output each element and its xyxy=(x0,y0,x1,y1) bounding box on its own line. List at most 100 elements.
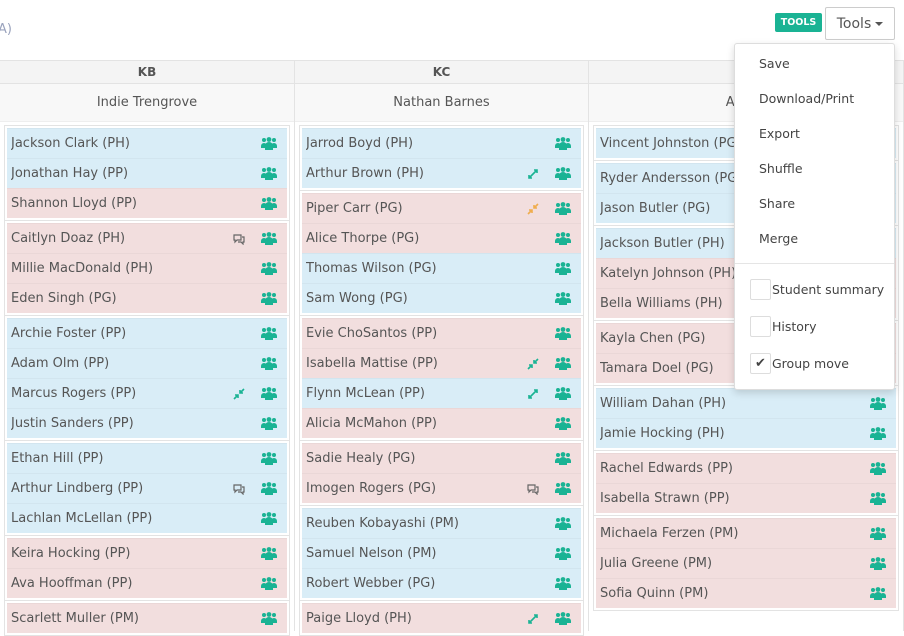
student-group[interactable]: Rachel Edwards (PP) Isabella Strawn (PP) xyxy=(593,450,899,516)
group-users-icon[interactable] xyxy=(555,137,571,151)
student-row[interactable]: Arthur Brown (PH) xyxy=(302,158,581,188)
group-users-icon[interactable] xyxy=(261,547,277,561)
menu-item-share[interactable]: Share xyxy=(759,196,796,211)
group-users-icon[interactable] xyxy=(261,612,277,626)
student-group[interactable]: Ethan Hill (PP) Arthur Lindberg (PP) Lachl… xyxy=(4,440,290,536)
group-users-icon[interactable] xyxy=(555,482,571,496)
student-row[interactable]: Samuel Nelson (PM) xyxy=(302,538,581,568)
student-row[interactable]: Arthur Lindberg (PP) xyxy=(7,473,287,503)
student-group[interactable]: Jarrod Boyd (PH) Arthur Brown (PH) xyxy=(299,125,584,191)
group-users-icon[interactable] xyxy=(555,577,571,591)
group-users-icon[interactable] xyxy=(555,327,571,341)
student-row[interactable]: Evie ChoSantos (PP) xyxy=(302,318,581,348)
student-row[interactable]: Rachel Edwards (PP) xyxy=(596,453,896,483)
student-row[interactable]: Archie Foster (PP) xyxy=(7,318,287,348)
group-users-icon[interactable] xyxy=(261,262,277,276)
group-users-icon[interactable] xyxy=(870,527,886,541)
student-row[interactable]: Reuben Kobayashi (PM) xyxy=(302,508,581,538)
group-users-icon[interactable] xyxy=(555,547,571,561)
group-users-icon[interactable] xyxy=(261,292,277,306)
student-row[interactable]: William Dahan (PH) xyxy=(596,388,896,418)
student-row[interactable]: Millie MacDonald (PH) xyxy=(7,253,287,283)
student-row[interactable]: Jarrod Boyd (PH) xyxy=(302,128,581,158)
group-users-icon[interactable] xyxy=(555,417,571,431)
student-row[interactable]: Shannon Lloyd (PP) xyxy=(7,188,287,218)
group-users-icon[interactable] xyxy=(555,292,571,306)
group-users-icon[interactable] xyxy=(555,387,571,401)
menu-item-save[interactable]: Save xyxy=(759,56,790,71)
student-row[interactable]: Sadie Healy (PG) xyxy=(302,443,581,473)
student-row[interactable]: Flynn McLean (PP) xyxy=(302,378,581,408)
comment-icon[interactable] xyxy=(231,482,247,496)
tools-dropdown-button[interactable]: Tools xyxy=(825,7,895,40)
group-users-icon[interactable] xyxy=(870,462,886,476)
comment-icon[interactable] xyxy=(231,232,247,246)
student-row[interactable]: Eden Singh (PG) xyxy=(7,283,287,313)
student-group[interactable]: Piper Carr (PG) Alice Thorpe (PG) Thomas W… xyxy=(299,190,584,316)
group-users-icon[interactable] xyxy=(555,612,571,626)
group-users-icon[interactable] xyxy=(261,512,277,526)
compress-icon[interactable] xyxy=(525,357,541,371)
student-row[interactable]: Michaela Ferzen (PM) xyxy=(596,518,896,548)
student-group[interactable]: Michaela Ferzen (PM) Julia Greene (PM) Sof… xyxy=(593,515,899,611)
compress-warning-icon[interactable] xyxy=(525,202,541,216)
group-users-icon[interactable] xyxy=(261,577,277,591)
group-users-icon[interactable] xyxy=(261,197,277,211)
student-row[interactable]: Sam Wong (PG) xyxy=(302,283,581,313)
student-group[interactable]: Evie ChoSantos (PP) Isabella Mattise (PP)… xyxy=(299,315,584,441)
menu-item-merge[interactable]: Merge xyxy=(759,231,799,246)
menu-item-shuffle[interactable]: Shuffle xyxy=(759,161,803,176)
student-row[interactable]: Julia Greene (PM) xyxy=(596,548,896,578)
student-summary-checkbox[interactable] xyxy=(750,279,771,300)
group-users-icon[interactable] xyxy=(555,357,571,371)
student-group[interactable]: Caitlyn Doaz (PH) Millie MacDonald (PH) Ed… xyxy=(4,220,290,316)
student-group[interactable]: Paige Lloyd (PH) xyxy=(299,600,584,636)
student-row[interactable]: Caitlyn Doaz (PH) xyxy=(7,223,287,253)
expand-icon[interactable] xyxy=(525,387,541,401)
student-row[interactable]: Alice Thorpe (PG) xyxy=(302,223,581,253)
history-checkbox[interactable] xyxy=(750,316,771,337)
menu-item-download-print[interactable]: Download/Print xyxy=(759,91,855,106)
student-row[interactable]: Adam Olm (PP) xyxy=(7,348,287,378)
student-group[interactable]: Reuben Kobayashi (PM) Samuel Nelson (PM) R… xyxy=(299,505,584,601)
group-users-icon[interactable] xyxy=(261,232,277,246)
group-users-icon[interactable] xyxy=(261,167,277,181)
group-users-icon[interactable] xyxy=(261,327,277,341)
group-users-icon[interactable] xyxy=(261,417,277,431)
group-users-icon[interactable] xyxy=(261,137,277,151)
comment-icon[interactable] xyxy=(525,482,541,496)
expand-icon[interactable] xyxy=(525,612,541,626)
history-toggle[interactable]: History xyxy=(735,308,894,345)
student-group[interactable]: Sadie Healy (PG) Imogen Rogers (PG) xyxy=(299,440,584,506)
group-users-icon[interactable] xyxy=(261,452,277,466)
group-users-icon[interactable] xyxy=(555,167,571,181)
student-row[interactable]: Paige Lloyd (PH) xyxy=(302,603,581,633)
student-group[interactable]: Jackson Clark (PH) Jonathan Hay (PP) Shann… xyxy=(4,125,290,221)
student-row[interactable]: Lachlan McLellan (PP) xyxy=(7,503,287,533)
student-group[interactable]: William Dahan (PH) Jamie Hocking (PH) xyxy=(593,385,899,451)
student-group[interactable]: Archie Foster (PP) Adam Olm (PP) Marcus Ro… xyxy=(4,315,290,441)
student-row[interactable]: Jackson Clark (PH) xyxy=(7,128,287,158)
group-move-checkbox[interactable]: ✔ xyxy=(750,353,771,374)
group-users-icon[interactable] xyxy=(261,357,277,371)
student-row[interactable]: Isabella Strawn (PP) xyxy=(596,483,896,513)
student-row[interactable]: Imogen Rogers (PG) xyxy=(302,473,581,503)
student-row[interactable]: Jamie Hocking (PH) xyxy=(596,418,896,448)
student-row[interactable]: Scarlett Muller (PM) xyxy=(7,603,287,633)
group-users-icon[interactable] xyxy=(555,517,571,531)
student-row[interactable]: Alicia McMahon (PP) xyxy=(302,408,581,438)
group-users-icon[interactable] xyxy=(555,202,571,216)
expand-icon[interactable] xyxy=(525,167,541,181)
group-users-icon[interactable] xyxy=(555,232,571,246)
compress-icon[interactable] xyxy=(231,387,247,401)
student-row[interactable]: Ava Hooffman (PP) xyxy=(7,568,287,598)
student-row[interactable]: Piper Carr (PG) xyxy=(302,193,581,223)
group-users-icon[interactable] xyxy=(870,587,886,601)
student-group[interactable]: Keira Hocking (PP) Ava Hooffman (PP) xyxy=(4,535,290,601)
group-users-icon[interactable] xyxy=(870,492,886,506)
group-users-icon[interactable] xyxy=(555,262,571,276)
menu-item-export[interactable]: Export xyxy=(759,126,800,141)
student-row[interactable]: Sofia Quinn (PM) xyxy=(596,578,896,608)
student-summary-toggle[interactable]: Student summary xyxy=(735,271,894,308)
group-users-icon[interactable] xyxy=(555,452,571,466)
